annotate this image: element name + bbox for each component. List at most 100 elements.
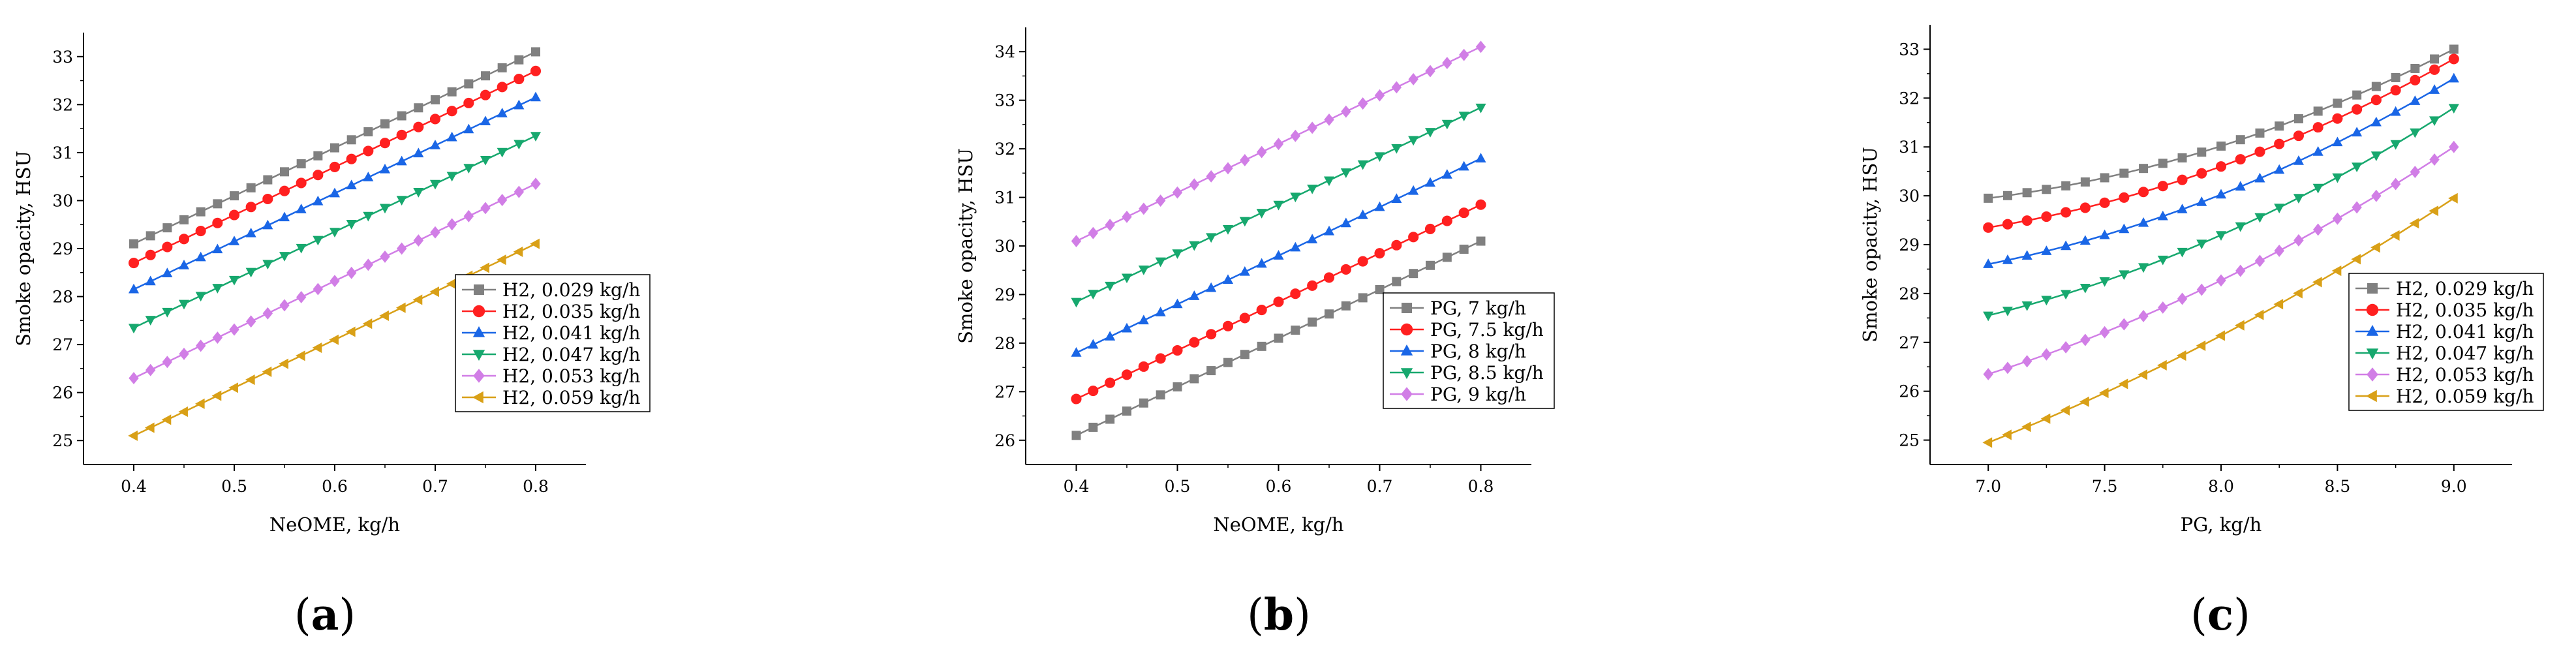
data-point <box>1121 369 1133 380</box>
data-point <box>1983 311 1994 322</box>
data-point <box>2333 99 2342 108</box>
data-point <box>2312 223 2323 236</box>
data-point <box>2002 361 2013 374</box>
data-point <box>2196 168 2207 179</box>
data-point <box>1239 266 1250 276</box>
data-point <box>2079 235 2091 245</box>
data-point <box>2352 90 2362 100</box>
data-point <box>1391 81 1402 94</box>
data-point <box>1425 65 1435 78</box>
legend-label: H2, 0.047 kg/h <box>2396 343 2534 364</box>
data-point <box>2157 210 2168 221</box>
legend: H2, 0.029 kg/hH2, 0.035 kg/hH2, 0.041 kg… <box>455 274 651 412</box>
data-point <box>1357 256 1368 267</box>
y-tick-label: 27 <box>1899 333 1920 352</box>
data-point <box>280 167 289 177</box>
data-point <box>2119 270 2130 281</box>
data-point <box>513 246 523 257</box>
data-point <box>2079 202 2091 213</box>
data-point <box>262 366 272 377</box>
data-point <box>1138 314 1149 325</box>
data-point <box>1256 258 1267 268</box>
data-point <box>1240 350 1250 359</box>
data-point <box>1441 215 1452 226</box>
data-point <box>279 299 290 312</box>
data-point <box>2196 340 2206 351</box>
data-point <box>2313 106 2323 116</box>
series <box>1071 199 1486 405</box>
legend-box <box>455 274 651 412</box>
data-point <box>2410 166 2421 179</box>
data-point <box>1239 313 1250 324</box>
data-point <box>329 187 341 198</box>
data-point <box>1257 341 1266 351</box>
data-point <box>429 114 441 125</box>
data-point <box>2119 168 2129 178</box>
data-point <box>1189 178 1200 191</box>
legend-label: H2, 0.029 kg/h <box>502 279 640 301</box>
data-point <box>2138 217 2149 227</box>
y-tick-label: 33 <box>52 48 73 67</box>
data-point <box>2293 194 2304 204</box>
data-point <box>2060 405 2070 416</box>
data-point <box>146 231 155 241</box>
data-point <box>2196 283 2207 296</box>
x-tick-label: 0.5 <box>1165 477 1191 496</box>
data-point <box>1325 309 1334 319</box>
data-point <box>2079 283 2091 294</box>
data-point <box>1189 290 1200 300</box>
x-tick-label: 0.5 <box>221 477 247 496</box>
data-point <box>2215 161 2227 172</box>
data-point <box>480 89 491 100</box>
data-point <box>1172 298 1183 309</box>
data-point <box>2061 341 2071 354</box>
data-point <box>1408 72 1418 85</box>
data-point <box>363 172 374 181</box>
data-point <box>162 223 172 233</box>
data-point <box>1340 168 1351 178</box>
data-point <box>2351 254 2361 265</box>
y-tick-label: 33 <box>1899 40 1920 59</box>
data-point <box>1324 113 1334 126</box>
data-point <box>2410 95 2421 105</box>
data-point <box>1475 199 1486 210</box>
data-point <box>379 310 389 322</box>
data-point <box>2021 355 2032 368</box>
data-point <box>2041 296 2052 306</box>
data-point <box>2312 122 2323 133</box>
data-point <box>446 172 457 182</box>
data-point <box>2216 141 2226 151</box>
data-point <box>2391 72 2400 82</box>
data-point <box>145 316 156 326</box>
data-point <box>2002 307 2013 316</box>
data-point <box>430 226 440 239</box>
data-point <box>2234 320 2245 331</box>
legend-label: PG, 7 kg/h <box>1430 298 1526 319</box>
data-point <box>1984 193 1993 203</box>
legend-marker <box>2366 325 2379 336</box>
data-point <box>1088 386 1099 397</box>
y-axis-label: Smoke opacity, HSU <box>12 151 35 346</box>
series <box>1984 44 2459 203</box>
x-tick-label: 0.6 <box>322 477 348 496</box>
data-point <box>1088 290 1099 299</box>
data-point <box>531 47 540 57</box>
data-point <box>1424 128 1436 138</box>
data-point <box>1308 317 1317 327</box>
data-point <box>480 202 491 215</box>
data-point <box>429 286 439 298</box>
data-point <box>2157 359 2167 371</box>
data-point <box>2080 177 2090 187</box>
data-point <box>2099 229 2110 239</box>
data-point <box>245 202 256 213</box>
data-point <box>1408 185 1419 195</box>
data-point <box>1391 193 1402 203</box>
data-point <box>246 183 256 192</box>
data-point <box>514 55 524 65</box>
data-point <box>2254 172 2265 183</box>
legend-marker <box>2367 283 2378 294</box>
data-point <box>2099 277 2110 287</box>
data-point <box>2118 378 2128 390</box>
data-point <box>2274 164 2285 174</box>
